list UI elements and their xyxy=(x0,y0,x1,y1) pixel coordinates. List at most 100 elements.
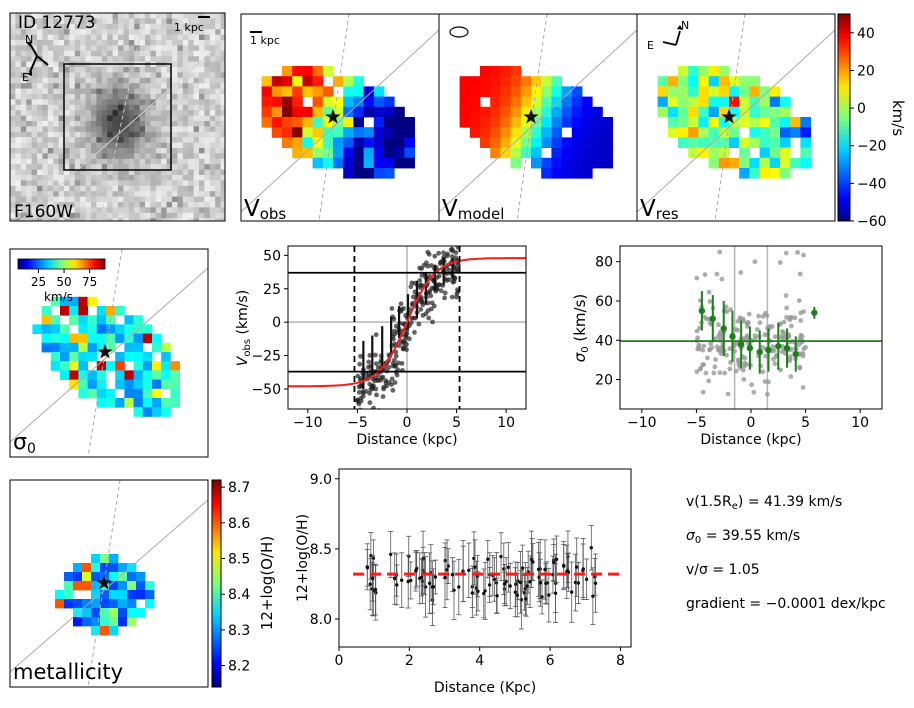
image-pixel xyxy=(91,148,97,154)
image-pixel xyxy=(107,180,113,187)
image-pixel xyxy=(204,121,211,127)
velocity-pixel xyxy=(500,76,511,87)
velocity-data-point xyxy=(438,261,443,267)
image-pixel xyxy=(172,164,178,170)
velocity-pixel xyxy=(490,66,501,77)
metallicity-pixel xyxy=(100,590,110,600)
image-pixel xyxy=(193,218,200,221)
velocity-data-point xyxy=(367,390,372,396)
image-pixel xyxy=(155,40,162,46)
velocity-pixel xyxy=(343,76,354,87)
image-pixel xyxy=(15,180,22,187)
image-pixel xyxy=(215,77,221,84)
image-pixel xyxy=(118,29,124,35)
image-pixel xyxy=(161,67,167,73)
image-pixel xyxy=(69,121,76,127)
image-scale-label: 1 kpc xyxy=(174,21,204,34)
image-pixel xyxy=(74,72,81,79)
sigma-pixel xyxy=(115,306,125,316)
velocity-data-point xyxy=(400,340,406,345)
image-pixel xyxy=(26,72,32,79)
image-pixel xyxy=(193,202,200,208)
image-pixel xyxy=(182,99,189,106)
image-pixel xyxy=(215,72,221,79)
image-pixel xyxy=(10,169,16,176)
metallicity-pixel xyxy=(109,617,119,627)
image-pixel xyxy=(177,169,184,176)
image-pixel xyxy=(53,212,59,219)
image-pixel xyxy=(20,45,27,52)
velocity-data-point xyxy=(418,283,424,288)
image-pixel xyxy=(150,83,157,89)
image-pixel xyxy=(85,212,92,219)
image-pixel xyxy=(37,212,43,219)
image-pixel xyxy=(215,104,221,111)
image-pixel xyxy=(145,115,151,122)
metallicity-data-point xyxy=(514,582,518,586)
image-pixel xyxy=(172,175,178,181)
image-pixel xyxy=(177,56,184,62)
sigma-pixel xyxy=(161,398,171,408)
image-pixel xyxy=(85,23,92,30)
image-pixel xyxy=(101,110,108,116)
metallicity-data-point xyxy=(445,568,449,572)
image-pixel xyxy=(96,88,103,95)
x-tick-label: 10 xyxy=(851,415,869,431)
velocity-pixel xyxy=(510,66,522,77)
dispersion-data-point xyxy=(722,370,728,376)
image-pixel xyxy=(20,191,27,197)
image-pixel xyxy=(20,67,27,73)
metallicity-colorbar-tick-label: 8.2 xyxy=(228,659,250,675)
dispersion-xlabel: Distance (kpc) xyxy=(700,432,801,448)
image-pixel xyxy=(31,34,38,41)
image-pixel xyxy=(145,142,151,149)
image-pixel xyxy=(118,72,124,79)
image-pixel xyxy=(37,180,43,187)
image-pixel xyxy=(58,126,65,133)
image-pixel xyxy=(69,13,76,19)
velocity-data-point xyxy=(375,365,381,370)
image-pixel xyxy=(220,67,225,73)
image-pixel xyxy=(31,212,38,219)
image-pixel xyxy=(74,180,81,187)
image-pixel xyxy=(96,50,103,57)
image-pixel xyxy=(182,67,189,73)
y-tick-label: 8.0 xyxy=(310,612,332,628)
image-pixel xyxy=(220,13,225,19)
image-pixel xyxy=(101,158,108,165)
dispersion-data-point xyxy=(712,364,718,370)
image-pixel xyxy=(155,104,162,111)
image-pixel xyxy=(96,110,103,116)
image-pixel xyxy=(91,18,97,25)
image-pixel xyxy=(118,169,124,176)
image-pixel xyxy=(204,180,211,187)
image-pixel xyxy=(96,185,103,192)
image-pixel xyxy=(150,218,157,221)
image-pixel xyxy=(64,99,70,106)
velocity-pixel xyxy=(708,66,720,77)
metallicity-colorbar-tick-label: 8.3 xyxy=(228,623,250,639)
image-pixel xyxy=(101,185,108,192)
metallicity-pixel xyxy=(91,617,101,627)
image-pixel xyxy=(155,158,162,165)
image-pixel xyxy=(204,218,211,221)
sigma-pixel xyxy=(96,306,107,316)
velocity-pixel xyxy=(657,86,669,97)
velocity-pixel xyxy=(302,66,313,77)
metallicity-data-point xyxy=(525,584,529,588)
dispersion-data-point xyxy=(779,335,785,341)
image-pixel xyxy=(26,29,32,35)
image-pixel xyxy=(10,158,16,165)
image-pixel xyxy=(26,153,32,160)
velocity-pixel xyxy=(582,168,593,179)
metallicity-pixel xyxy=(91,626,101,636)
sigma-pixel xyxy=(69,342,79,353)
image-pixel xyxy=(20,218,27,221)
metallicity-data-point xyxy=(528,580,532,584)
sigma-binned-point xyxy=(783,344,791,352)
image-pixel xyxy=(20,115,27,122)
image-pixel xyxy=(139,34,146,41)
image-pixel xyxy=(182,61,189,68)
image-pixel xyxy=(107,23,113,30)
image-pixel xyxy=(182,169,189,176)
